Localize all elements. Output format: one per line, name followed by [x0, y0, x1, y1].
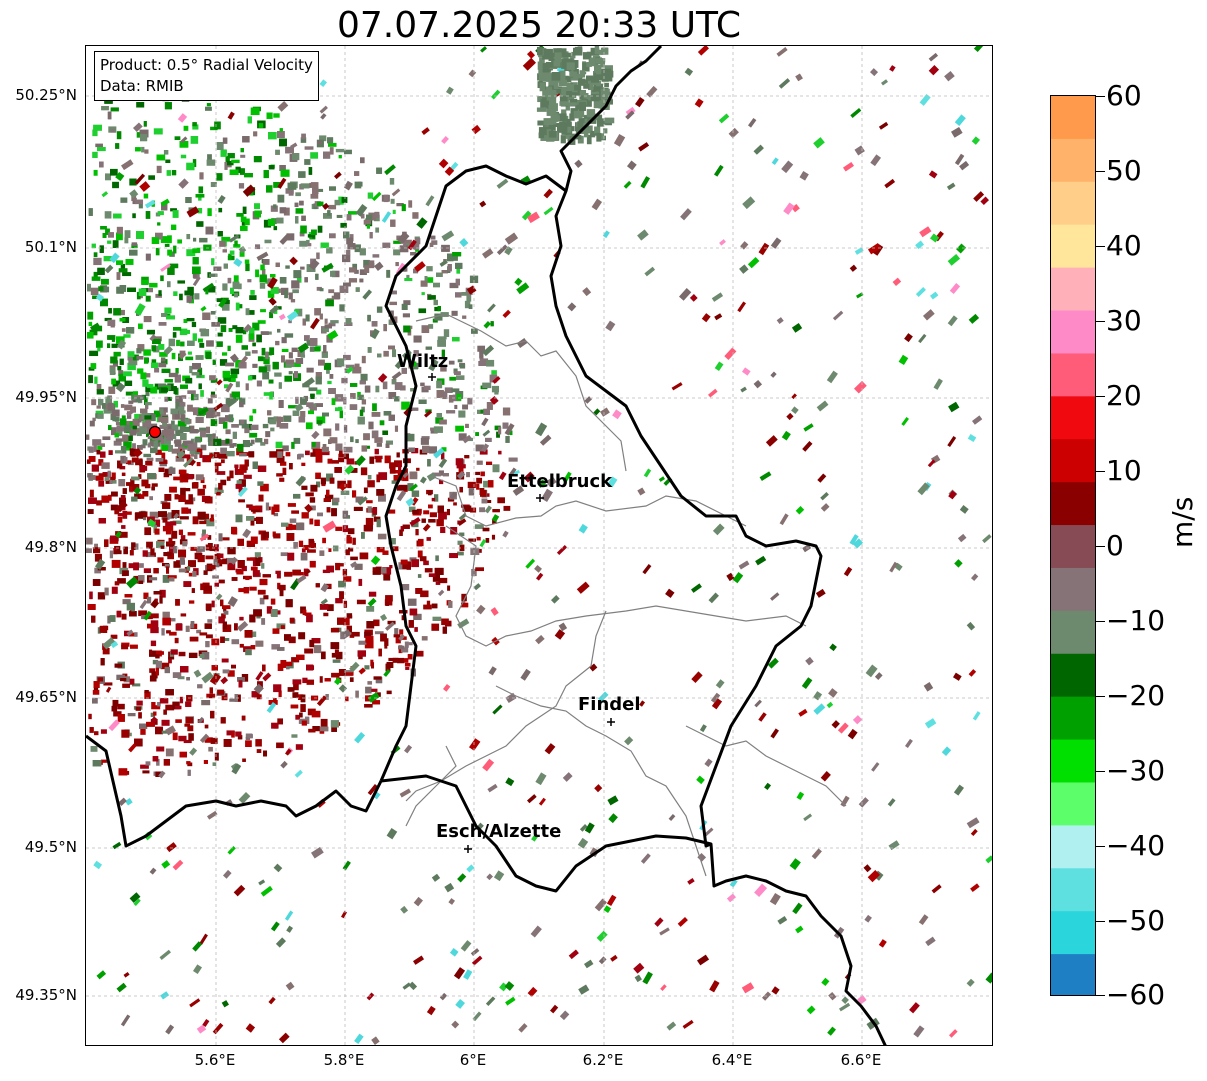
colorbar-tick [1096, 321, 1105, 322]
product-info-box: Product: 0.5° Radial Velocity Data: RMIB [94, 51, 319, 101]
colorbar-gradient [1051, 96, 1095, 995]
colorbar-tick [1096, 171, 1105, 172]
product-label: Product: 0.5° Radial Velocity [100, 56, 313, 74]
colorbar-label: −50 [1106, 904, 1166, 937]
colorbar-band [1051, 610, 1095, 655]
lat-label: 50.1°N [24, 238, 77, 256]
colorbar-band [1051, 567, 1095, 612]
colorbar-label: 0 [1106, 529, 1124, 562]
colorbar-band [1051, 439, 1095, 483]
lon-label: 6°E [459, 1051, 487, 1069]
lon-label: 6.4°E [711, 1051, 753, 1069]
colorbar-label: −20 [1106, 679, 1166, 712]
colorbar-tick [1096, 246, 1105, 247]
colorbar-label: 10 [1106, 454, 1142, 487]
colorbar-label: −40 [1106, 829, 1166, 862]
colorbar-label: −30 [1106, 754, 1166, 787]
colorbar-band [1051, 267, 1095, 312]
colorbar-band [1051, 739, 1095, 783]
colorbar-label: 20 [1106, 379, 1142, 412]
colorbar-tick [1096, 471, 1105, 472]
colorbar-band [1051, 353, 1095, 397]
city-marker [428, 373, 436, 381]
city-label-esch-alzette: Esch/Alzette [436, 821, 562, 842]
colorbar-band [1051, 696, 1095, 741]
colorbar-unit-label: m/s [1166, 496, 1199, 548]
city-marker [464, 845, 472, 853]
colorbar-label: 50 [1106, 154, 1142, 187]
city-label-ettelbruck: Ettelbruck [507, 471, 613, 492]
radar-echo-layer [86, 46, 992, 1045]
colorbar-label: 40 [1106, 229, 1142, 262]
lat-label: 49.5°N [24, 838, 77, 856]
radar-map-canvas [86, 46, 992, 1045]
data-source-label: Data: RMIB [100, 77, 184, 95]
colorbar-band [1051, 825, 1095, 869]
city-label-wiltz: Wiltz [397, 351, 449, 372]
radar-map[interactable] [85, 45, 993, 1046]
lat-label: 49.35°N [15, 986, 77, 1004]
colorbar-band [1051, 396, 1095, 440]
colorbar-label: −60 [1106, 978, 1166, 1011]
colorbar-band [1051, 782, 1095, 826]
lat-label: 49.8°N [24, 538, 77, 556]
colorbar-band [1051, 96, 1095, 140]
lat-label: 50.25°N [15, 86, 77, 104]
national-borders [86, 46, 887, 1045]
colorbar-band [1051, 138, 1095, 183]
city-marker [607, 718, 615, 726]
colorbar-band [1051, 482, 1095, 526]
colorbar-band [1051, 868, 1095, 912]
colorbar-tick [1096, 921, 1105, 922]
colorbar-band [1051, 310, 1095, 354]
lon-label: 6.6°E [840, 1051, 882, 1069]
colorbar-band [1051, 954, 1095, 995]
colorbar-label: 60 [1106, 79, 1142, 112]
lon-label: 5.8°E [323, 1051, 365, 1069]
lat-label: 49.95°N [15, 388, 77, 406]
colorbar-band [1051, 653, 1095, 698]
colorbar-tick [1096, 995, 1105, 996]
colorbar-tick [1096, 96, 1105, 97]
canton-boundaries [405, 313, 847, 877]
radar-site-marker [148, 425, 162, 439]
colorbar-label: −10 [1106, 604, 1166, 637]
colorbar-band [1051, 525, 1095, 569]
lon-label: 5.6°E [194, 1051, 236, 1069]
colorbar-band [1051, 224, 1095, 269]
colorbar-tick [1096, 621, 1105, 622]
city-label-findel: Findel [578, 694, 641, 715]
velocity-colorbar [1050, 95, 1096, 996]
colorbar-band [1051, 911, 1095, 955]
map-title: 07.07.2025 20:33 UTC [336, 5, 742, 46]
colorbar-label: 30 [1106, 304, 1142, 337]
lat-label: 49.65°N [15, 688, 77, 706]
colorbar-band [1051, 181, 1095, 226]
city-marker [536, 494, 544, 502]
colorbar-tick [1096, 771, 1105, 772]
radar-site-layer [148, 373, 615, 853]
lon-label: 6.2°E [582, 1051, 624, 1069]
colorbar-tick [1096, 546, 1105, 547]
colorbar-tick [1096, 846, 1105, 847]
colorbar-tick [1096, 696, 1105, 697]
colorbar-tick [1096, 396, 1105, 397]
